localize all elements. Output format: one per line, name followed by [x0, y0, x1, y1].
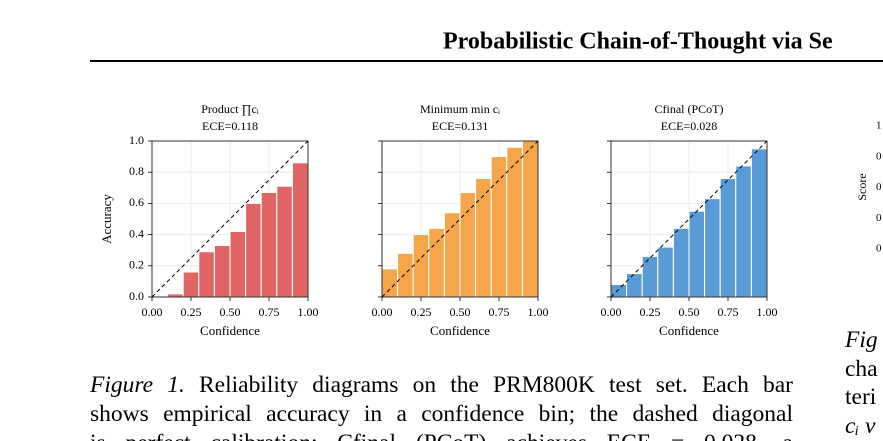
y-tick-label: 0.8 — [129, 164, 144, 178]
chart-title: Minimum min cᵢ — [420, 102, 500, 116]
bar — [229, 230, 247, 298]
x-tick-label: 0.75 — [259, 305, 280, 319]
chart-subtitle: ECE=0.028 — [661, 119, 717, 133]
bar — [428, 227, 445, 298]
plot-frame — [151, 140, 309, 298]
bar — [719, 177, 737, 298]
caption-fragment: cha — [845, 356, 878, 382]
x-tick-label: 1.00 — [757, 305, 778, 319]
x-tick-label: 1.00 — [528, 305, 549, 319]
y-tick-fragment: 0 — [876, 243, 882, 255]
y-tick-fragment: 0 — [876, 181, 882, 193]
bar — [704, 198, 721, 298]
bar — [276, 185, 293, 298]
caption-line: shows empirical accuracy in a confidence… — [90, 401, 793, 427]
diagonal — [610, 140, 768, 298]
x-tick-label: 0.75 — [489, 305, 510, 319]
y-tick-label: 0.6 — [129, 195, 144, 209]
x-tick-label: 0.00 — [601, 305, 622, 319]
bar — [459, 191, 477, 298]
x-tick-label: 0.50 — [679, 305, 700, 319]
bar — [198, 251, 215, 298]
caption-fragment: cᵢ v — [845, 413, 876, 439]
y-tick-label: 1.0 — [129, 133, 144, 147]
y-tick-label: 0.4 — [129, 226, 144, 240]
chart-title: Product ∏cᵢ — [201, 102, 259, 116]
bar — [490, 156, 508, 298]
x-axis-label: Confidence — [430, 323, 490, 338]
y-tick-fragment: 1 — [876, 120, 882, 132]
caption-line: is perfect calibration; Cfinal (PCoT) ac… — [90, 429, 793, 441]
bar — [750, 148, 768, 298]
x-tick-label: 0.25 — [640, 305, 661, 319]
x-tick-label: 0.75 — [718, 305, 739, 319]
y-axis-fragment: Score — [855, 173, 869, 200]
diagonal — [381, 140, 539, 298]
x-tick-label: 0.25 — [181, 305, 202, 319]
bar — [506, 146, 523, 298]
y-axis-label: Accuracy — [99, 194, 114, 244]
caption-fragment: Fig — [845, 327, 878, 353]
x-tick-label: 1.00 — [298, 305, 319, 319]
bar — [735, 165, 752, 298]
bar — [672, 227, 690, 298]
caption-line: Figure 1. Reliability diagrams on the PR… — [90, 371, 793, 400]
chart-subtitle: ECE=0.131 — [432, 119, 488, 133]
chart-subtitle: ECE=0.118 — [202, 119, 258, 133]
x-axis-label: Confidence — [200, 323, 260, 338]
bar — [412, 234, 430, 298]
x-tick-label: 0.25 — [411, 305, 432, 319]
bar — [397, 252, 414, 298]
bar — [443, 212, 461, 298]
x-tick-label: 0.00 — [142, 305, 163, 319]
x-tick-label: 0.00 — [372, 305, 393, 319]
y-tick-fragment: 0 — [876, 212, 882, 224]
bar — [213, 245, 231, 298]
bar — [182, 271, 200, 298]
plot-frame — [610, 140, 768, 298]
x-tick-label: 0.50 — [220, 305, 241, 319]
chart-title: Cfinal (PCoT) — [655, 102, 724, 116]
y-tick-fragment: 0 — [876, 150, 882, 162]
bar — [626, 273, 643, 298]
bar — [381, 268, 399, 298]
bar — [260, 191, 278, 298]
diagonal — [151, 140, 309, 298]
y-tick-label: 0.0 — [129, 289, 144, 303]
caption-fragment: teri — [845, 384, 877, 410]
bar — [167, 293, 184, 298]
x-axis-label: Confidence — [659, 323, 719, 338]
bar — [688, 210, 706, 298]
plot-frame — [381, 140, 539, 298]
bar — [291, 162, 309, 298]
bar — [641, 255, 659, 298]
bar — [657, 246, 674, 298]
x-tick-label: 0.50 — [450, 305, 471, 319]
header-title: Probabilistic Chain-of-Thought via Se — [443, 29, 833, 55]
y-tick-label: 0.2 — [129, 258, 144, 272]
caption-text: Reliability diagrams on the PRM800K test… — [184, 372, 793, 398]
bar — [521, 140, 539, 298]
bar — [245, 202, 262, 298]
caption-label: Figure 1. — [90, 372, 185, 398]
